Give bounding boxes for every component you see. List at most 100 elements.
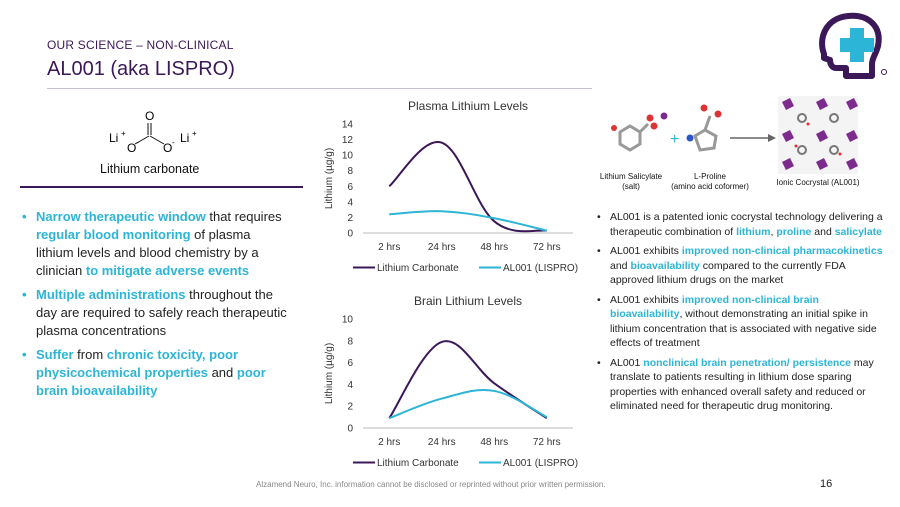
proline-label-2: (amino acid coformer) (671, 182, 749, 191)
bullet-text: from (73, 347, 107, 362)
oxygen-left-charge: - (136, 138, 139, 147)
bullet-highlight: lithium (736, 225, 771, 238)
x-tick-label: 48 hrs (480, 437, 508, 448)
y-tick-label: 8 (347, 166, 353, 177)
y-tick-label: 2 (347, 402, 353, 413)
x-tick-label: 72 hrs (533, 242, 561, 253)
series-line-al001 (389, 210, 547, 232)
salicylate-molecule-icon (611, 112, 668, 152)
bullet-highlight: bioavailability (630, 259, 700, 272)
problem-bullet: Suffer from chronic toxicity, poor physi… (20, 346, 290, 400)
x-tick-label: 48 hrs (480, 242, 508, 253)
bullet-text: , without demonstrating an initial spike… (610, 308, 877, 349)
chart-title: Brain Lithium Levels (414, 294, 522, 308)
y-tick-label: 6 (347, 182, 353, 193)
lithium-right-label: Li (180, 131, 189, 145)
x-tick-label: 2 hrs (378, 242, 400, 253)
bullet-highlight: nonclinical brain penetration/ persisten… (643, 356, 851, 369)
bullet-text: AL001 (610, 356, 644, 369)
bullet-highlight: Suffer (36, 347, 74, 362)
bullet-highlight: Multiple administrations (36, 287, 186, 302)
y-axis-label: Lithium (µg/g) (324, 148, 335, 209)
legend-label: AL001 (LISPRO) (503, 458, 578, 469)
plus-icon: + (670, 131, 679, 148)
benefit-bullet: AL001 exhibits improved non-clinical pha… (594, 244, 884, 288)
bullet-highlight: Narrow therapeutic window (36, 209, 206, 224)
proline-label-1: L-Proline (693, 172, 726, 181)
page-number: 16 (820, 478, 833, 490)
footer-disclaimer: Alzamend Neuro, Inc. information cannot … (256, 480, 606, 489)
legend-label: Lithium Carbonate (377, 458, 459, 469)
problem-bullet: Narrow therapeutic window that requires … (20, 208, 290, 280)
y-tick-label: 0 (347, 424, 353, 435)
bullet-text: and (207, 365, 237, 380)
bullet-text: , (770, 225, 777, 238)
bullet-text: that requires (205, 209, 282, 224)
y-tick-label: 2 (347, 213, 353, 224)
brain-lithium-chart: Brain Lithium Levels Lithium (µg/g) 0 2 4 6 8 1… (324, 294, 578, 469)
molecule-caption: Lithium carbonate (100, 162, 200, 176)
y-tick-label: 10 (342, 151, 354, 162)
benefit-bullet: AL001 nonclinical brain penetration/ per… (594, 356, 884, 414)
y-tick-label: 4 (347, 197, 353, 208)
cocrystal-diagram: + (590, 94, 880, 194)
bullet-highlight: salicylate (834, 225, 883, 238)
legend-label: AL001 (LISPRO) (503, 263, 578, 274)
lithium-right-charge: + (192, 129, 197, 138)
lithium-left-label: Li (109, 131, 118, 145)
bullet-highlight: regular blood monitoring (36, 227, 191, 242)
salicylate-label-1: Lithium Salicylate (599, 172, 663, 181)
lithium-left-charge: + (121, 129, 126, 138)
brand-logo-icon (812, 8, 890, 80)
benefit-bullet-list: AL001 is a patented ionic cocrystal tech… (594, 210, 884, 419)
bullet-highlight: chronic toxicity, poor physicochemical p… (36, 347, 239, 380)
oxygen-left-label: O (127, 141, 136, 155)
lithium-carbonate-structure: O O - O - Li + Li + (97, 108, 227, 178)
y-tick-label: 6 (347, 358, 353, 369)
plasma-lithium-chart: Plasma Lithium Levels Lithium (µg/g) 0 2 4 6 8… (324, 99, 578, 274)
problem-bullet: Multiple administrations throughout the … (20, 286, 290, 340)
bullet-text: compared to the currently FDA approved l… (610, 259, 846, 287)
y-tick-label: 14 (342, 120, 354, 131)
x-tick-label: 2 hrs (378, 437, 400, 448)
salicylate-label-2: (salt) (622, 182, 640, 191)
series-line-lithium-carbonate (388, 340, 548, 420)
x-tick-label: 24 hrs (428, 437, 456, 448)
oxygen-right-charge: - (172, 138, 175, 147)
benefit-bullet: AL001 exhibits improved non-clinical bra… (594, 293, 884, 351)
bullet-text: AL001 is a patented ionic cocrystal tech… (610, 211, 883, 238)
y-tick-label: 8 (347, 336, 353, 347)
x-tick-label: 72 hrs (533, 437, 561, 448)
y-tick-label: 4 (347, 380, 353, 391)
bullet-text: and (811, 225, 835, 238)
y-tick-label: 0 (347, 229, 353, 240)
series-line-al001 (388, 389, 548, 420)
bullet-text: AL001 exhibits (610, 293, 682, 306)
oxygen-top-label: O (145, 109, 154, 123)
bullet-text: may translate to patients resulting in l… (610, 356, 874, 413)
oxygen-right-label: O (163, 141, 172, 155)
bullet-text: of plasma lithium levels and blood chemi… (36, 227, 259, 278)
page-title: AL001 (aka LISPRO) (47, 58, 235, 80)
bullet-text: throughout the day are required to safel… (36, 287, 287, 338)
series-line-lithium-carbonate (388, 141, 547, 233)
title-divider (47, 88, 592, 89)
chart-title: Plasma Lithium Levels (408, 99, 528, 113)
y-tick-label: 10 (342, 315, 354, 326)
bullet-highlight: improved non-clinical pharmacokinetics (681, 245, 883, 257)
x-tick-label: 24 hrs (428, 242, 456, 253)
bullet-text: AL001 exhibits (610, 245, 682, 257)
benefit-bullet: AL001 is a patented ionic cocrystal tech… (594, 210, 884, 239)
cocrystal-lattice-icon (778, 96, 858, 174)
bullet-highlight: to mitigate adverse events (85, 263, 250, 278)
y-tick-label: 12 (342, 135, 354, 146)
legend-label: Lithium Carbonate (377, 263, 459, 274)
cocrystal-label: Ionic Cocrystal (AL001) (776, 178, 860, 187)
y-axis-label: Lithium (µg/g) (324, 343, 335, 404)
left-divider (20, 186, 303, 188)
bullet-highlight: proline (776, 225, 812, 238)
bullet-text: and (610, 259, 631, 272)
problem-bullet-list: Narrow therapeutic window that requires … (20, 208, 290, 406)
section-eyebrow: OUR SCIENCE – NON-CLINICAL (47, 38, 234, 52)
bullet-highlight: improved non-clinical brain bioavailabil… (610, 293, 819, 321)
